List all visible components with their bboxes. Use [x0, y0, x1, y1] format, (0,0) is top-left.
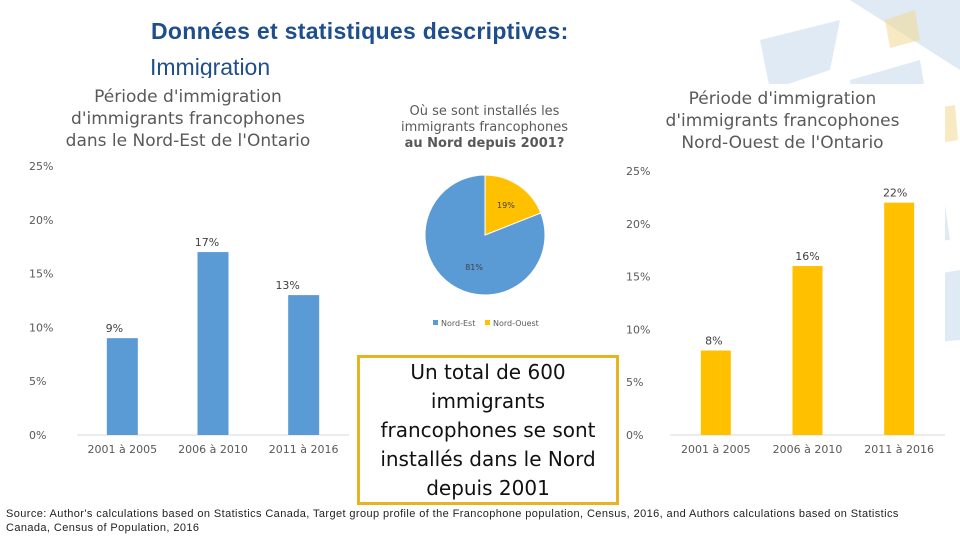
- nord-est-y-tick-label: 0%: [29, 429, 46, 442]
- pie-data-label: 19%: [497, 201, 515, 210]
- pie-legend-swatch: [433, 320, 438, 325]
- nord-ouest-y-tick-label: 5%: [626, 376, 643, 389]
- chart-nord-ouest-panel: Période d'immigration d'immigrants franc…: [620, 84, 945, 464]
- nord-ouest-y-tick-label: 25%: [626, 165, 650, 178]
- chart-pie-title-line: au Nord depuis 2001?: [404, 136, 565, 151]
- nord-ouest-y-tick-label: 20%: [626, 218, 650, 231]
- chart-pie-title: Où se sont installés les immigrants fran…: [357, 104, 612, 152]
- pie-legend-swatch: [485, 320, 490, 325]
- chart-pie-title-line: immigrants francophones: [400, 120, 569, 135]
- nord-est-bar: [288, 295, 320, 435]
- nord-est-y-tick-label: 5%: [29, 375, 46, 388]
- total-callout: Un total de 600 immigrants francophones …: [357, 355, 619, 505]
- nord-est-x-tick-label: 2011 à 2016: [269, 443, 339, 456]
- nord-est-x-tick-label: 2006 à 2010: [178, 443, 248, 456]
- chart-nord-est-plot: 0% 5% 10% 15% 20% 25% 9% 2001 à 2005 17% 2006 à 2…: [29, 160, 349, 456]
- pie-slice: [484, 174, 542, 236]
- slide-subtitle: Immigration: [150, 54, 271, 78]
- pie-data-label: 81%: [465, 263, 483, 272]
- nord-ouest-x-tick-label: 2011 à 2016: [864, 443, 934, 456]
- pie-legend-label: Nord-Est: [441, 319, 475, 328]
- pie-legend-label: Nord-Ouest: [493, 319, 539, 328]
- nord-ouest-bar: [792, 266, 823, 435]
- chart-nord-ouest-plot: 0% 5% 10% 15% 20% 25% 8% 2001 à 2005 16% 2006 à 2…: [626, 165, 945, 456]
- nord-est-y-tick-label: 20%: [29, 214, 53, 227]
- nord-ouest-y-tick-label: 10%: [626, 323, 650, 336]
- chart-nord-ouest-title-line: Nord-Ouest de l'Ontario: [681, 133, 884, 153]
- nord-ouest-data-label: 22%: [883, 187, 907, 200]
- nord-est-data-label: 17%: [195, 236, 219, 249]
- nord-est-y-tick-label: 15%: [29, 268, 53, 281]
- chart-pie-plot: 81% 19% Nord-Est Nord-Ouest: [424, 174, 546, 328]
- nord-est-data-label: 13%: [275, 279, 299, 292]
- nord-ouest-data-label: 16%: [795, 250, 819, 263]
- nord-est-data-label: 9%: [106, 322, 123, 335]
- nord-est-bar: [106, 338, 138, 435]
- nord-ouest-y-tick-label: 15%: [626, 271, 650, 284]
- nord-ouest-bar: [700, 350, 731, 435]
- slide-title: Données et statistiques descriptives:: [151, 18, 569, 44]
- chart-nord-est-panel: Période d'immigration d'immigrants franc…: [27, 84, 349, 464]
- nord-ouest-data-label: 8%: [705, 335, 722, 348]
- nord-est-y-tick-label: 25%: [29, 160, 53, 173]
- nord-ouest-bar: [884, 202, 915, 435]
- chart-nord-est-title-line: dans le Nord-Est de l'Ontario: [65, 131, 311, 151]
- chart-pie-panel: Où se sont installés les immigrants fran…: [357, 96, 612, 336]
- chart-nord-est-title: Période d'immigration d'immigrants franc…: [27, 86, 349, 152]
- chart-nord-ouest-title-line: d'immigrants francophones: [665, 111, 900, 131]
- chart-nord-ouest-title: Période d'immigration d'immigrants franc…: [620, 88, 945, 154]
- nord-est-x-tick-label: 2001 à 2005: [87, 443, 157, 456]
- nord-ouest-x-tick-label: 2001 à 2005: [681, 443, 751, 456]
- nord-est-bar: [197, 252, 229, 435]
- source-note: Source: Author's calculations based on S…: [6, 508, 899, 534]
- chart-nord-est-title-line: Période d'immigration: [94, 87, 282, 107]
- nord-ouest-y-tick-label: 0%: [626, 429, 643, 442]
- chart-nord-est-title-line: d'immigrants francophones: [71, 109, 305, 129]
- chart-nord-ouest-title-line: Période d'immigration: [688, 89, 877, 109]
- chart-pie-title-line: Où se sont installés les: [409, 104, 560, 119]
- nord-est-y-tick-label: 10%: [29, 321, 53, 334]
- nord-ouest-x-tick-label: 2006 à 2010: [773, 443, 843, 456]
